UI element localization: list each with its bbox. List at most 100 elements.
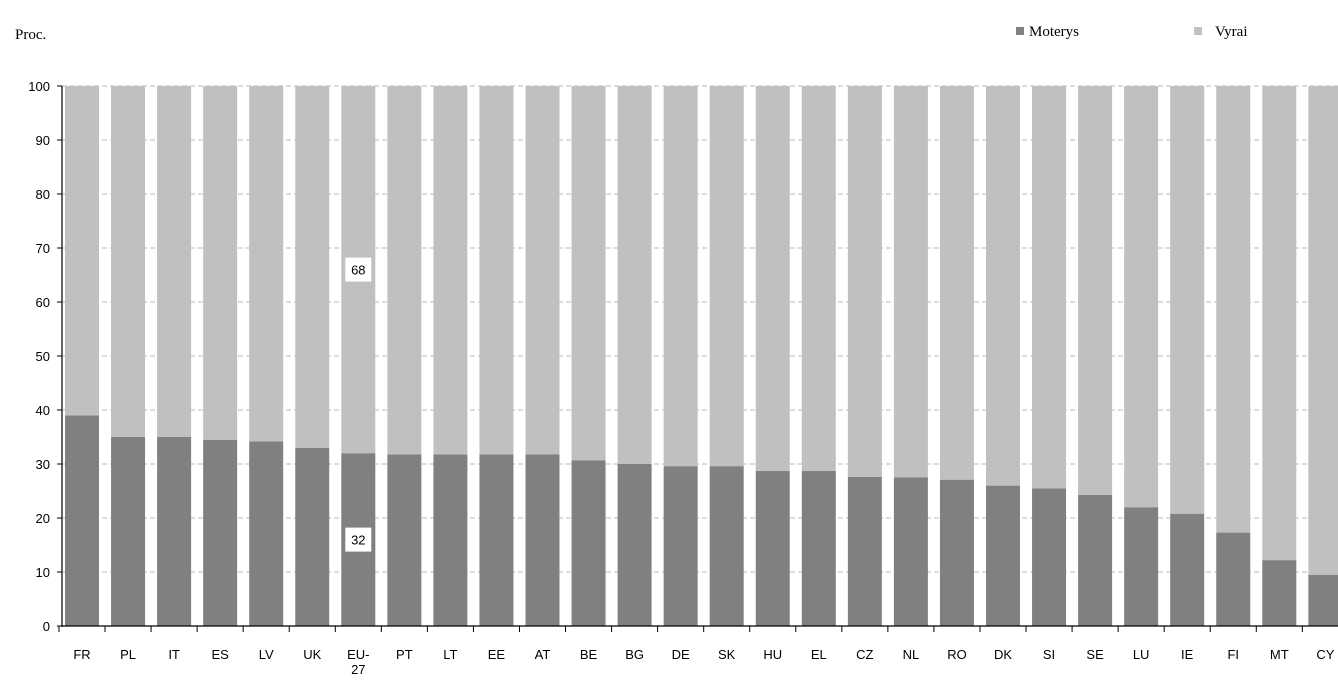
bar-vyrai-at <box>525 86 560 455</box>
x-tick-label: IT <box>168 647 180 662</box>
bar-vyrai-cy <box>1308 86 1338 575</box>
bar-moterys-pt <box>387 454 422 626</box>
bar-moterys-mt <box>1262 560 1297 626</box>
bar-moterys-ie <box>1170 513 1205 626</box>
bar-moterys-fr <box>65 415 99 626</box>
bar-vyrai-hu <box>755 86 790 472</box>
y-tick-label: 10 <box>36 565 50 580</box>
bar-vyrai-bg <box>617 86 652 464</box>
bar-moterys-de <box>663 466 698 626</box>
legend-label-moterys: Moterys <box>1029 24 1079 40</box>
x-tick-label: SK <box>718 647 736 662</box>
legend-label-vyrai: Vyrai <box>1215 24 1248 40</box>
x-tick-label: LV <box>259 647 274 662</box>
bar-moterys-at <box>525 454 560 626</box>
bar-moterys-lv <box>249 441 284 626</box>
y-tick-label: 80 <box>36 187 50 202</box>
y-tick-label: 90 <box>36 133 50 148</box>
x-tick-label: IE <box>1181 647 1194 662</box>
bar-vyrai-ie <box>1170 86 1205 514</box>
bar-vyrai-fr <box>65 86 99 416</box>
y-tick-label: 60 <box>36 295 50 310</box>
bar-moterys-el <box>801 471 836 626</box>
legend-swatch-moterys <box>1016 27 1024 35</box>
legend-swatch-vyrai <box>1194 27 1202 35</box>
bar-moterys-be <box>571 460 606 626</box>
bar-vyrai-el <box>801 86 836 472</box>
x-tick-label: EE <box>488 647 506 662</box>
y-tick-label: 100 <box>28 79 50 94</box>
x-tick-label: FR <box>73 647 90 662</box>
bar-moterys-dk <box>986 485 1020 626</box>
data-label-box <box>345 257 372 282</box>
x-tick-label: DE <box>672 647 690 662</box>
bar-vyrai-sk <box>709 86 744 467</box>
bar-vyrai-lt <box>433 86 468 455</box>
x-tick-label: NL <box>903 647 920 662</box>
y-tick-label: 20 <box>36 511 50 526</box>
y-tick-label: 30 <box>36 457 50 472</box>
bar-vyrai-be <box>571 86 606 461</box>
bar-vyrai-pt <box>387 86 422 455</box>
bar-vyrai-ee <box>479 86 514 455</box>
bar-moterys-lt <box>433 454 468 626</box>
bar-vyrai-dk <box>986 86 1020 486</box>
bar-moterys-ee <box>479 454 514 626</box>
x-tick-label: LT <box>443 647 457 662</box>
x-tick-label: ES <box>211 647 229 662</box>
data-label: 32 <box>351 533 365 548</box>
bar-vyrai-uk <box>295 86 330 448</box>
bar-vyrai-de <box>663 86 698 467</box>
bar-moterys-fi <box>1216 532 1251 626</box>
x-tick-label: CZ <box>856 647 873 662</box>
bar-moterys-hu <box>755 471 790 626</box>
bar-moterys-si <box>1032 488 1067 626</box>
x-tick-label: FI <box>1227 647 1239 662</box>
bar-vyrai-si <box>1032 86 1067 489</box>
x-tick-label: RO <box>947 647 967 662</box>
x-tick-label: EL <box>811 647 827 662</box>
bar-vyrai-nl <box>893 86 928 478</box>
bar-vyrai-it <box>157 86 192 437</box>
x-tick-label: EU-27 <box>347 647 369 677</box>
y-tick-label: 70 <box>36 241 50 256</box>
bar-moterys-cz <box>847 476 882 626</box>
y-tick-label: 40 <box>36 403 50 418</box>
bar-vyrai-es <box>203 86 238 440</box>
bar-moterys-pl <box>111 437 146 626</box>
bar-moterys-it <box>157 437 192 626</box>
x-tick-label: CY <box>1316 647 1334 662</box>
bar-moterys-cy <box>1308 574 1338 626</box>
bar-vyrai-fi <box>1216 86 1251 533</box>
bar-vyrai-lu <box>1124 86 1159 508</box>
data-label: 68 <box>351 263 365 278</box>
bar-vyrai-pl <box>111 86 146 437</box>
bar-vyrai-se <box>1078 86 1113 495</box>
x-tick-label: AT <box>535 647 551 662</box>
x-tick-label: SE <box>1086 647 1104 662</box>
bar-vyrai-ro <box>939 86 974 480</box>
bar-moterys-ro <box>939 479 974 626</box>
x-tick-label: DK <box>994 647 1012 662</box>
bar-vyrai-mt <box>1262 86 1297 561</box>
x-tick-label: UK <box>303 647 321 662</box>
bar-moterys-se <box>1078 494 1113 626</box>
x-tick-label: HU <box>763 647 782 662</box>
bar-moterys-lu <box>1124 507 1159 626</box>
bar-moterys-bg <box>617 464 652 626</box>
y-axis-title: Proc. <box>15 27 46 43</box>
x-tick-label: MT <box>1270 647 1289 662</box>
y-tick-label: 50 <box>36 349 50 364</box>
x-tick-label: LU <box>1133 647 1150 662</box>
x-tick-label: BE <box>580 647 598 662</box>
x-tick-label: PT <box>396 647 413 662</box>
x-tick-label: SI <box>1043 647 1055 662</box>
y-tick-label: 0 <box>43 619 50 634</box>
x-tick-label: BG <box>625 647 644 662</box>
bar-vyrai-lv <box>249 86 284 442</box>
bar-moterys-uk <box>295 447 330 626</box>
bar-moterys-sk <box>709 466 744 626</box>
x-tick-label: PL <box>120 647 136 662</box>
